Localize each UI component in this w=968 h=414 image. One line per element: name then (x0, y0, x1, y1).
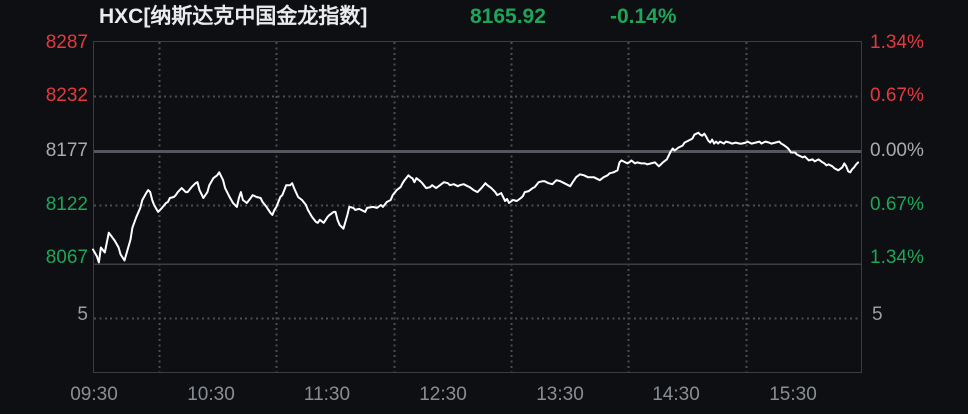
left-axis-price-label: 8287 (45, 32, 88, 53)
panel-borders (93, 41, 862, 373)
left-axis-price-label: 8177 (45, 140, 88, 161)
right-axis-percent-label: 1.34% (870, 247, 924, 268)
left-axis-price-label: 8232 (45, 85, 88, 106)
time-axis-label: 09:30 (70, 384, 118, 405)
time-axis-label: 13:30 (536, 384, 584, 405)
time-axis-label: 10:30 (187, 384, 235, 405)
time-axis-label: 12:30 (419, 384, 467, 405)
price-line (92, 131, 860, 264)
left-volume-axis-label: 5 (77, 304, 88, 325)
time-axis-label: 15:30 (769, 384, 817, 405)
right-volume-axis-label: 5 (872, 304, 883, 325)
time-axis-label: 14:30 (652, 384, 700, 405)
change-percent: -0.14% (610, 5, 677, 28)
left-axis-price-label: 8067 (45, 247, 88, 268)
right-axis-percent-label: 0.67% (870, 194, 924, 215)
right-axis-percent-label: 0.67% (870, 85, 924, 106)
symbol-title: HXC[纳斯达克中国金龙指数] (99, 5, 368, 28)
right-axis-percent-label: 0.00% (870, 140, 924, 161)
time-axis-label: 11:30 (303, 384, 351, 405)
last-price: 8165.92 (470, 5, 546, 28)
volume-panel (93, 264, 862, 373)
grid-lines (94, 42, 861, 372)
left-axis-price-label: 8122 (45, 194, 88, 215)
right-axis-percent-label: 1.34% (870, 32, 924, 53)
